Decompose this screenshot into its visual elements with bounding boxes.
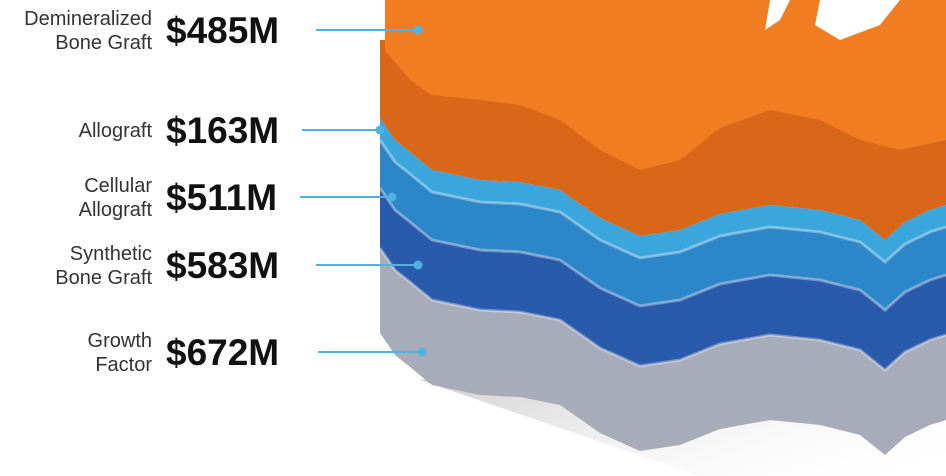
layered-map — [378, 0, 946, 476]
item-label: Demineralized — [24, 8, 152, 30]
map-layer — [380, 118, 946, 262]
leader-dot — [413, 260, 423, 270]
map-layer — [380, 188, 946, 370]
item-label: Cellular — [84, 175, 152, 197]
item-value: $511M — [166, 177, 277, 218]
item-value: $583M — [166, 245, 279, 286]
layer-edge — [378, 247, 946, 372]
map-layer — [380, 248, 946, 455]
item-value: $163M — [166, 110, 279, 151]
item-label: Bone Graft — [55, 32, 152, 54]
item-label: Allograft — [79, 199, 153, 221]
leader-dot — [413, 25, 423, 35]
layer-edge — [378, 187, 946, 312]
lakes — [765, 0, 900, 40]
item-label: Allograft — [79, 120, 153, 142]
layer-edge — [378, 139, 946, 264]
map-layer — [380, 140, 946, 310]
item-value: $485M — [166, 10, 279, 51]
leader-dot — [375, 125, 385, 135]
item-label: Bone Graft — [55, 267, 152, 289]
leader-dot — [387, 192, 397, 202]
item-label: Synthetic — [70, 243, 152, 265]
item-value: $672M — [166, 332, 279, 373]
map-top — [385, 0, 946, 170]
item-label: Growth — [88, 330, 152, 352]
leader-dot — [417, 347, 427, 357]
item-label: Factor — [95, 354, 152, 376]
